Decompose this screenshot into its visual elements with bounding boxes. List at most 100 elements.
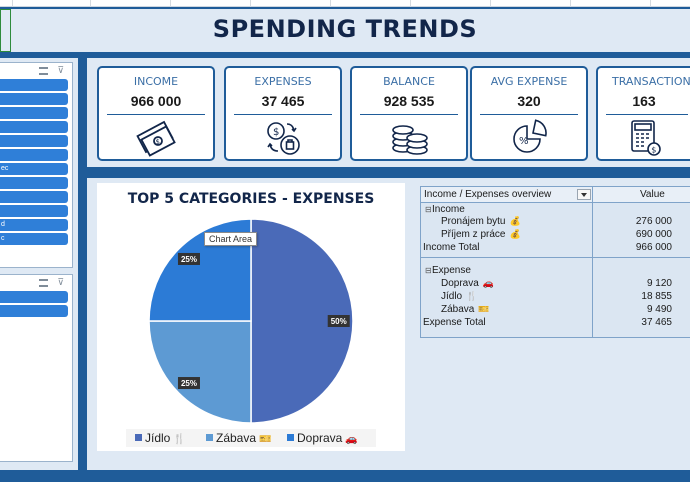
- slicer-item[interactable]: [0, 149, 68, 161]
- pivot-label-text: Příjem z práce: [441, 229, 506, 240]
- title-underline: [0, 52, 690, 58]
- kpi-divider: [480, 114, 578, 115]
- percent-pie-icon: %: [472, 118, 586, 158]
- sheet-gridlines: [0, 0, 690, 7]
- pivot-total-separator: [421, 257, 690, 258]
- pivot-row-value: 966 000: [635, 242, 672, 253]
- pivot-row[interactable]: Expense Total 37 465: [421, 317, 690, 330]
- collapse-toggle-icon[interactable]: ⊟: [425, 205, 432, 214]
- pivot-row[interactable]: Příjem z práce 💰 690 000: [421, 229, 690, 242]
- pivot-row[interactable]: Income Total 966 000: [421, 242, 690, 255]
- kpi-card-transactions: TRANSACTIONS 163 $: [596, 66, 690, 161]
- kpi-card-avg-expense: AVG EXPENSE 320 %: [470, 66, 588, 161]
- kpi-card-income: INCOME 966 000 $: [97, 66, 215, 161]
- slicer-item[interactable]: [0, 93, 68, 105]
- legend-item[interactable]: Jídlo 🍴: [135, 431, 186, 445]
- pivot-row[interactable]: ⊟Income: [421, 204, 690, 217]
- coin-stacks-icon: [352, 118, 466, 158]
- section-separator: [87, 167, 690, 178]
- legend-item[interactable]: Zábava 🎫: [206, 431, 271, 445]
- pivot-label-text: Income: [432, 204, 465, 215]
- slicer-item[interactable]: [0, 135, 68, 147]
- pivot-row-label: Jídlo 🍴: [441, 291, 477, 302]
- pivot-row-value: 37 465: [641, 317, 672, 328]
- slicer-item[interactable]: [0, 121, 68, 133]
- pivot-row-label: Doprava 🚗: [441, 278, 494, 289]
- pivot-label-text: Expense: [432, 265, 471, 276]
- svg-text:25%: 25%: [181, 255, 197, 264]
- slicer-item[interactable]: ec: [0, 163, 68, 175]
- pivot-row[interactable]: Doprava 🚗 9 120: [421, 278, 690, 291]
- slicer-item[interactable]: [0, 107, 68, 119]
- pie-data-label: 25%: [177, 252, 200, 265]
- clear-filter-icon[interactable]: ⊽: [57, 66, 64, 76]
- pivot-label-text: Doprava: [441, 278, 479, 289]
- pivot-table[interactable]: Income / Expenses overview Value ⊟Income…: [420, 186, 690, 338]
- money-exchange-bag-icon: $: [226, 118, 340, 158]
- pivot-label-text: Zábava: [441, 304, 475, 315]
- kpi-card-balance: BALANCE 928 535: [350, 66, 468, 161]
- multi-select-icon[interactable]: [39, 279, 48, 287]
- kpi-label: BALANCE: [383, 75, 435, 88]
- chart-title: TOP 5 CATEGORIES - EXPENSES: [127, 191, 375, 207]
- legend-label: Doprava: [297, 431, 343, 445]
- svg-text:$: $: [651, 146, 656, 155]
- kpi-label: TRANSACTIONS: [612, 75, 690, 88]
- pivot-value-header: Value: [640, 189, 665, 200]
- svg-text:50%: 50%: [331, 317, 347, 326]
- pivot-row[interactable]: Pronájem bytu 💰 276 000: [421, 216, 690, 229]
- clear-filter-icon[interactable]: ⊽: [57, 278, 64, 288]
- slicer-item[interactable]: [0, 205, 68, 217]
- svg-text:25%: 25%: [181, 379, 197, 388]
- legend-category-icon: 🚗: [345, 434, 358, 445]
- pivot-row-label: Income Total: [423, 242, 480, 253]
- slicer-item[interactable]: [0, 177, 68, 189]
- kpi-value: 928 535: [383, 93, 435, 109]
- selected-cell[interactable]: [0, 9, 11, 52]
- slicer-item[interactable]: [0, 191, 68, 203]
- pivot-row-header: Income / Expenses overview: [424, 189, 552, 200]
- legend-label: Jídlo: [145, 431, 171, 445]
- kpi-label: EXPENSES: [254, 75, 312, 88]
- pivot-column-divider: [592, 187, 593, 338]
- pie-slice-jidlo[interactable]: [250, 218, 354, 424]
- chart-legend: Jídlo 🍴 Zábava 🎫 Doprava 🚗: [126, 429, 376, 447]
- title-bar: SPENDING TRENDS: [0, 9, 690, 52]
- pie-chart-panel[interactable]: TOP 5 CATEGORIES - EXPENSES 50% 25% 25% Ch…: [97, 183, 405, 451]
- pivot-row-label: Zábava 🎫: [441, 304, 490, 315]
- kpi-divider: [360, 114, 458, 115]
- pivot-label-text: Income Total: [423, 242, 480, 253]
- category-icon: 💰: [509, 229, 521, 239]
- pivot-row-value: 9 120: [646, 278, 672, 289]
- pivot-row-label: Pronájem bytu 💰: [441, 216, 521, 227]
- svg-text:$: $: [273, 127, 279, 138]
- chart-area-tooltip: Chart Area: [204, 232, 258, 246]
- slicer-item[interactable]: [0, 291, 68, 303]
- kpi-divider: [107, 114, 205, 115]
- kpi-divider: [234, 114, 332, 115]
- pie-chart[interactable]: 50% 25% 25%: [97, 183, 405, 451]
- slicer-item[interactable]: c: [0, 233, 68, 245]
- legend-item[interactable]: Doprava 🚗: [287, 431, 358, 445]
- pie-slice-zabava[interactable]: [148, 320, 252, 424]
- calculator-icon: $: [598, 118, 690, 158]
- pivot-row[interactable]: ⊟Expense: [421, 265, 690, 278]
- slicer-item[interactable]: [0, 305, 68, 317]
- legend-category-icon: 🍴: [173, 434, 186, 445]
- category-icon: 🍴: [466, 291, 478, 301]
- pivot-row[interactable]: Zábava 🎫 9 490: [421, 304, 690, 317]
- slicer-item[interactable]: d: [0, 219, 68, 231]
- slicer-item[interactable]: [0, 79, 68, 91]
- collapse-toggle-icon[interactable]: ⊟: [425, 266, 432, 275]
- category-icon: 🚗: [482, 278, 495, 288]
- kpi-label: AVG EXPENSE: [490, 75, 568, 88]
- kpi-value: 966 000: [130, 93, 182, 109]
- kpi-value: 37 465: [261, 93, 305, 109]
- pivot-row-label: ⊟Income: [425, 204, 465, 215]
- pivot-row[interactable]: Jídlo 🍴 18 855: [421, 291, 690, 304]
- multi-select-icon[interactable]: [39, 67, 48, 75]
- kpi-divider: [606, 114, 688, 115]
- legend-category-icon: 🎫: [259, 434, 272, 445]
- pivot-row-label: Expense Total: [423, 317, 486, 328]
- filter-dropdown-button[interactable]: [577, 189, 591, 200]
